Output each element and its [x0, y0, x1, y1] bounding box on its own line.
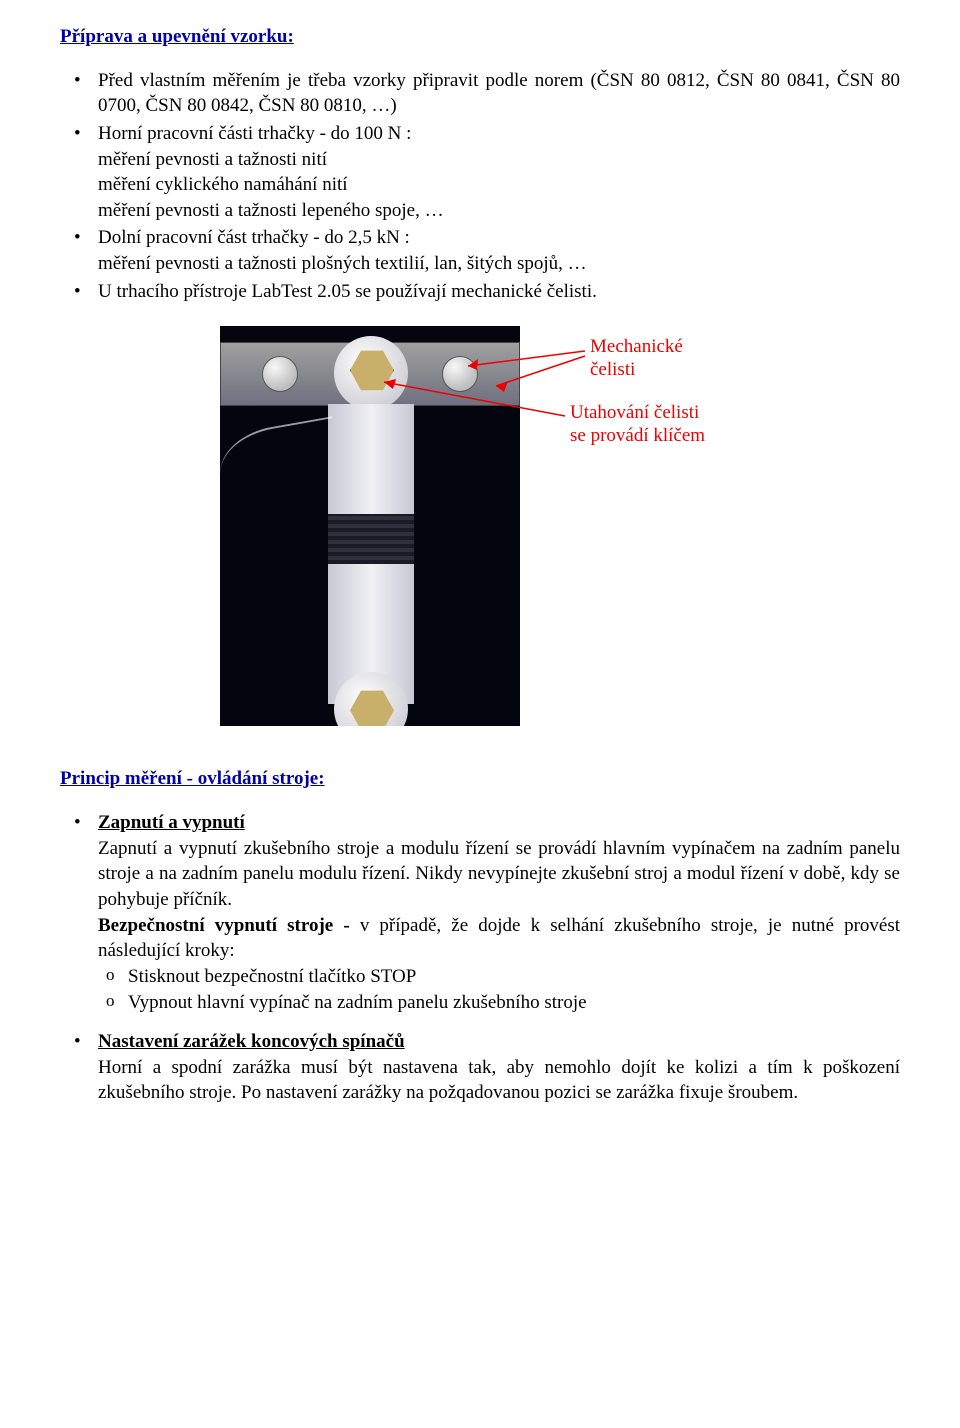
callout-tightening: Utahování čelisti se provádí klíčem — [570, 402, 705, 448]
sub-line: měření pevnosti a tažnosti plošných text… — [98, 251, 900, 277]
list-item: Horní pracovní části trhačky - do 100 N … — [60, 121, 900, 224]
list-item: Dolní pracovní část trhačky - do 2,5 kN … — [60, 225, 900, 276]
callout-line: čelisti — [590, 359, 683, 382]
on-off-heading: Zapnutí a vypnutí — [98, 812, 245, 833]
sub-line: měření cyklického namáhání nití — [98, 172, 900, 198]
sub-steps-list: Stisknout bezpečnostní tlačítko STOP Vyp… — [98, 964, 900, 1015]
sub-line: měření pevnosti a tažnosti nití — [98, 147, 900, 173]
list-item-text: Horní pracovní části trhačky - do 100 N … — [98, 123, 411, 144]
photo-specimen — [328, 404, 414, 704]
bold-lead: Bezpečnostní vypnutí stroje - — [98, 915, 360, 936]
paragraph: Zapnutí a vypnutí zkušebního stroje a mo… — [98, 836, 900, 913]
section-1-title: Příprava a upevnění vzorku: — [60, 24, 900, 50]
callout-line: Utahování čelisti — [570, 402, 705, 425]
section-2-list: Zapnutí a vypnutí Zapnutí a vypnutí zkuš… — [60, 810, 900, 1106]
list-item-text: U trhacího přístroje LabTest 2.05 se pou… — [98, 281, 597, 302]
callout-line: Mechanické — [590, 336, 683, 359]
section-2-title: Princip měření - ovládání stroje: — [60, 766, 900, 792]
sub-step: Vypnout hlavní vypínač na zadním panelu … — [98, 990, 900, 1016]
photo — [220, 326, 520, 726]
list-item: Před vlastním měřením je třeba vzorky př… — [60, 68, 900, 119]
figure-mechanical-jaws: Mechanické čelisti Utahování čelisti se … — [60, 326, 900, 726]
list-item: Nastavení zarážek koncových spínačů Horn… — [60, 1029, 900, 1106]
sub-line: měření pevnosti a tažnosti lepeného spoj… — [98, 198, 900, 224]
section-1-list: Před vlastním měřením je třeba vzorky př… — [60, 68, 900, 305]
list-item-text: Před vlastním měřením je třeba vzorky př… — [98, 70, 900, 117]
paragraph: Bezpečnostní vypnutí stroje - v případě,… — [98, 913, 900, 964]
sub-step: Stisknout bezpečnostní tlačítko STOP — [98, 964, 900, 990]
paragraph: Horní a spodní zarážka musí být nastaven… — [98, 1055, 900, 1106]
callout-line: se provádí klíčem — [570, 425, 705, 448]
callout-mechanical-jaws: Mechanické čelisti — [590, 336, 683, 382]
end-stops-heading: Nastavení zarážek koncových spínačů — [98, 1031, 405, 1052]
photo-specimen-mid — [328, 514, 414, 564]
list-item: U trhacího přístroje LabTest 2.05 se pou… — [60, 279, 900, 305]
list-item: Zapnutí a vypnutí Zapnutí a vypnutí zkuš… — [60, 810, 900, 1015]
list-item-text: Dolní pracovní část trhačky - do 2,5 kN … — [98, 227, 410, 248]
